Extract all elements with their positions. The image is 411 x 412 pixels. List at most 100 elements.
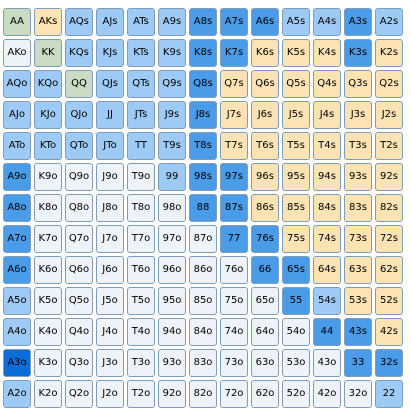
hand-cell[interactable]: Q8s <box>189 70 217 98</box>
hand-cell[interactable]: Q2s <box>375 70 403 98</box>
hand-cell[interactable]: A9o <box>3 163 31 191</box>
hand-cell[interactable]: 72s <box>375 225 403 253</box>
hand-cell[interactable]: T4o <box>127 318 155 346</box>
hand-cell[interactable]: T9s <box>158 132 186 160</box>
hand-cell[interactable]: Q8o <box>65 194 93 222</box>
hand-cell[interactable]: QJs <box>96 70 124 98</box>
hand-cell[interactable]: Q3o <box>65 349 93 377</box>
hand-cell[interactable]: K4o <box>34 318 62 346</box>
hand-cell[interactable]: 52o <box>282 380 310 408</box>
hand-cell[interactable]: AA <box>3 8 31 36</box>
hand-cell[interactable]: 53o <box>282 349 310 377</box>
hand-cell[interactable]: 63o <box>251 349 279 377</box>
hand-cell[interactable]: AQo <box>3 70 31 98</box>
hand-cell[interactable]: 94s <box>313 163 341 191</box>
hand-cell[interactable]: J5o <box>96 287 124 315</box>
hand-cell[interactable]: 63s <box>344 256 372 284</box>
hand-cell[interactable]: T4s <box>313 132 341 160</box>
hand-cell[interactable]: Q4s <box>313 70 341 98</box>
hand-cell[interactable]: Q6s <box>251 70 279 98</box>
hand-cell[interactable]: K2o <box>34 380 62 408</box>
hand-cell[interactable]: 65o <box>251 287 279 315</box>
hand-cell[interactable]: 85s <box>282 194 310 222</box>
hand-cell[interactable]: T7s <box>220 132 248 160</box>
hand-cell[interactable]: 32s <box>375 349 403 377</box>
hand-cell[interactable]: QTo <box>65 132 93 160</box>
hand-cell[interactable]: T8s <box>189 132 217 160</box>
hand-cell[interactable]: Q7s <box>220 70 248 98</box>
hand-cell[interactable]: T6o <box>127 256 155 284</box>
hand-cell[interactable]: AKo <box>3 39 31 67</box>
hand-cell[interactable]: 87s <box>220 194 248 222</box>
hand-cell[interactable]: A8s <box>189 8 217 36</box>
hand-cell[interactable]: 76o <box>220 256 248 284</box>
hand-cell[interactable]: K5o <box>34 287 62 315</box>
hand-cell[interactable]: 65s <box>282 256 310 284</box>
hand-cell[interactable]: J3o <box>96 349 124 377</box>
hand-cell[interactable]: 73s <box>344 225 372 253</box>
hand-cell[interactable]: 83s <box>344 194 372 222</box>
hand-cell[interactable]: J2o <box>96 380 124 408</box>
hand-cell[interactable]: 92s <box>375 163 403 191</box>
hand-cell[interactable]: Q4o <box>65 318 93 346</box>
hand-cell[interactable]: A4o <box>3 318 31 346</box>
hand-cell[interactable]: A9s <box>158 8 186 36</box>
hand-cell[interactable]: AJs <box>96 8 124 36</box>
hand-cell[interactable]: A5s <box>282 8 310 36</box>
hand-cell[interactable]: 32o <box>344 380 372 408</box>
hand-cell[interactable]: 97s <box>220 163 248 191</box>
hand-cell[interactable]: J2s <box>375 101 403 129</box>
hand-cell[interactable]: K6s <box>251 39 279 67</box>
hand-cell[interactable]: 64o <box>251 318 279 346</box>
hand-cell[interactable]: 87o <box>189 225 217 253</box>
hand-cell[interactable]: A6o <box>3 256 31 284</box>
hand-cell[interactable]: 76s <box>251 225 279 253</box>
hand-cell[interactable]: 96s <box>251 163 279 191</box>
hand-cell[interactable]: 64s <box>313 256 341 284</box>
hand-cell[interactable]: Q3s <box>344 70 372 98</box>
hand-cell[interactable]: 42s <box>375 318 403 346</box>
hand-cell[interactable]: 62s <box>375 256 403 284</box>
hand-cell[interactable]: AJo <box>3 101 31 129</box>
hand-cell[interactable]: QTs <box>127 70 155 98</box>
hand-cell[interactable]: K8o <box>34 194 62 222</box>
hand-cell[interactable]: K5s <box>282 39 310 67</box>
hand-cell[interactable]: J8s <box>189 101 217 129</box>
hand-cell[interactable]: 93o <box>158 349 186 377</box>
hand-cell[interactable]: A2s <box>375 8 403 36</box>
hand-cell[interactable]: K7s <box>220 39 248 67</box>
hand-cell[interactable]: T5o <box>127 287 155 315</box>
hand-cell[interactable]: J3s <box>344 101 372 129</box>
hand-cell[interactable]: J8o <box>96 194 124 222</box>
hand-cell[interactable]: 95o <box>158 287 186 315</box>
hand-cell[interactable]: J7o <box>96 225 124 253</box>
hand-cell[interactable]: TT <box>127 132 155 160</box>
hand-cell[interactable]: J6o <box>96 256 124 284</box>
hand-cell[interactable]: 98o <box>158 194 186 222</box>
hand-cell[interactable]: Q5s <box>282 70 310 98</box>
hand-cell[interactable]: 22 <box>375 380 403 408</box>
hand-cell[interactable]: 43s <box>344 318 372 346</box>
hand-cell[interactable]: J7s <box>220 101 248 129</box>
hand-cell[interactable]: A8o <box>3 194 31 222</box>
hand-cell[interactable]: T5s <box>282 132 310 160</box>
hand-cell[interactable]: T2s <box>375 132 403 160</box>
hand-cell[interactable]: A4s <box>313 8 341 36</box>
hand-cell[interactable]: 75o <box>220 287 248 315</box>
hand-cell[interactable]: QQ <box>65 70 93 98</box>
hand-cell[interactable]: T3o <box>127 349 155 377</box>
hand-cell[interactable]: 86s <box>251 194 279 222</box>
hand-cell[interactable]: J6s <box>251 101 279 129</box>
hand-cell[interactable]: 77 <box>220 225 248 253</box>
hand-cell[interactable]: KJs <box>96 39 124 67</box>
hand-cell[interactable]: AQs <box>65 8 93 36</box>
hand-cell[interactable]: JJ <box>96 101 124 129</box>
hand-cell[interactable]: K7o <box>34 225 62 253</box>
hand-cell[interactable]: 83o <box>189 349 217 377</box>
hand-cell[interactable]: J5s <box>282 101 310 129</box>
hand-cell[interactable]: K9o <box>34 163 62 191</box>
hand-cell[interactable]: 84s <box>313 194 341 222</box>
hand-cell[interactable]: 94o <box>158 318 186 346</box>
hand-cell[interactable]: A6s <box>251 8 279 36</box>
hand-cell[interactable]: 84o <box>189 318 217 346</box>
